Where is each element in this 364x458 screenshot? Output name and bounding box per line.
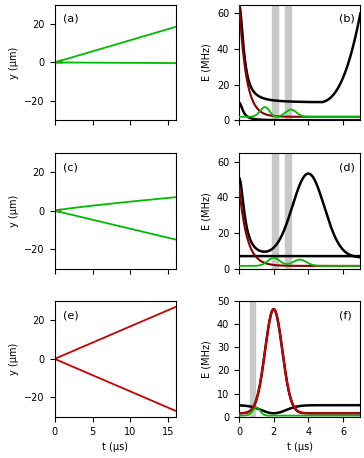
- Bar: [272, 5, 278, 120]
- Text: (f): (f): [339, 310, 351, 320]
- Y-axis label: y (μm): y (μm): [9, 195, 19, 227]
- X-axis label: t (μs): t (μs): [102, 442, 128, 452]
- Bar: [272, 153, 278, 268]
- Bar: [250, 301, 256, 417]
- X-axis label: t (μs): t (μs): [287, 442, 313, 452]
- Text: (b): (b): [339, 14, 354, 24]
- Text: (d): (d): [339, 162, 355, 172]
- Text: (a): (a): [63, 14, 79, 24]
- Bar: [285, 153, 291, 268]
- Bar: [285, 5, 291, 120]
- Text: (e): (e): [63, 310, 79, 320]
- Text: (c): (c): [63, 162, 78, 172]
- Y-axis label: y (μm): y (μm): [9, 46, 19, 79]
- Y-axis label: y (μm): y (μm): [9, 343, 19, 375]
- Y-axis label: E (MHz): E (MHz): [201, 340, 211, 378]
- Y-axis label: E (MHz): E (MHz): [201, 192, 211, 229]
- Y-axis label: E (MHz): E (MHz): [201, 44, 211, 82]
